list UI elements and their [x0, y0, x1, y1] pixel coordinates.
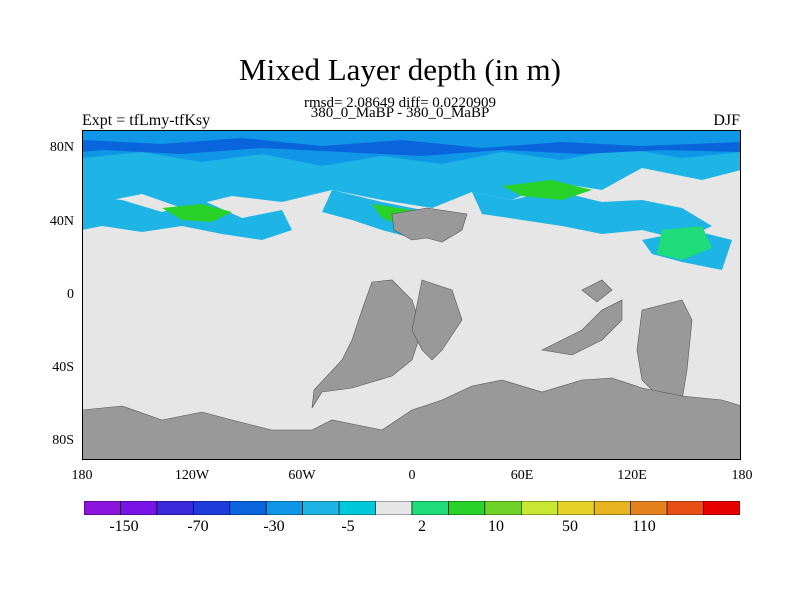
colorbar-box-9 — [411, 501, 449, 515]
colorbar-label-3: -5 — [341, 518, 355, 535]
season-label: DJF — [713, 112, 740, 129]
colorbar — [84, 501, 740, 515]
lat-tick-80N: 80N — [49, 140, 74, 155]
colorbar-box-12 — [521, 501, 559, 515]
difference-field-west-pacific — [472, 190, 712, 240]
colorbar-label-5: 10 — [488, 518, 504, 535]
land-southern-ocean — [82, 377, 741, 460]
colorbar-box-0 — [84, 501, 121, 515]
colorbar-box-4 — [229, 501, 267, 515]
lat-tick-0: 0 — [67, 287, 74, 302]
colorbar-box-15 — [630, 501, 668, 515]
map-frame — [82, 130, 741, 460]
colorbar-label-1: -70 — [187, 518, 209, 535]
lat-tick-40N: 40N — [49, 214, 74, 229]
stats-line: rmsd= 2.08649 diff= 0.0220909 — [303, 95, 497, 111]
land-south-america — [311, 279, 423, 409]
difference-field-green-asia — [502, 180, 592, 200]
plot-subtitle: 380_0_MaBP - 380_0_MaBP — [310, 105, 490, 121]
lon-tick-60e: 60E — [510, 468, 534, 483]
colorbar-box-16 — [666, 501, 704, 515]
colorbar-box-10 — [448, 501, 486, 515]
experiment-label: Expt = tfLmy-tfKsy — [82, 112, 211, 129]
colorbar-label-0: -150 — [109, 518, 139, 535]
colorbar-label-4: 2 — [418, 518, 426, 535]
lon-tick-180w: 180 — [71, 468, 93, 483]
land-africa — [411, 279, 463, 361]
map-panel — [82, 130, 741, 460]
colorbar-box-2 — [156, 501, 194, 515]
colorbar-box-6 — [302, 501, 340, 515]
lat-tick-80S: 80S — [52, 433, 74, 448]
colorbar-label-7: 110 — [632, 518, 656, 535]
lon-tick-120w: 120W — [174, 468, 210, 483]
colorbar-box-17 — [703, 501, 740, 515]
colorbar-box-1 — [120, 501, 158, 515]
lon-tick-0: 0 — [408, 468, 416, 483]
colorbar-box-5 — [265, 501, 303, 515]
colorbar-label-6: 50 — [562, 518, 578, 535]
land-asia-island-chain — [541, 299, 623, 356]
lon-tick-60w: 60W — [288, 468, 316, 483]
colorbar-box-8 — [375, 501, 413, 515]
colorbar-label-2: -30 — [263, 518, 285, 535]
colorbar-box-3 — [193, 501, 231, 515]
colorbar-box-14 — [593, 501, 631, 515]
lon-tick-180e: 180 — [731, 468, 753, 483]
land-east-pacific — [581, 279, 613, 303]
plot-title: Mixed Layer depth (in m) — [239, 52, 561, 87]
difference-field-polar — [82, 138, 741, 156]
colorbar-box-13 — [557, 501, 595, 515]
land-north-africa — [391, 207, 468, 243]
difference-field-green-pacific — [162, 204, 232, 222]
lon-tick-120e: 120E — [617, 468, 647, 483]
colorbar-box-11 — [484, 501, 522, 515]
difference-field-green-east — [657, 226, 712, 260]
colorbar-box-7 — [338, 501, 376, 515]
lat-tick-40S: 40S — [52, 360, 74, 375]
